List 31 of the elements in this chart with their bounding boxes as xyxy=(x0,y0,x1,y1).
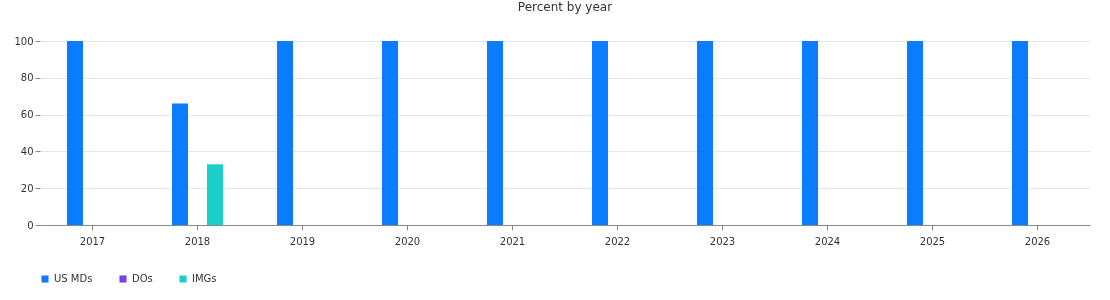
bar xyxy=(207,164,223,225)
x-tick-label: 2026 xyxy=(1024,235,1051,247)
y-tick-label: 0 xyxy=(27,219,34,231)
x-tick-label: 2018 xyxy=(184,235,211,247)
bar xyxy=(802,41,818,225)
legend-label: DOs xyxy=(132,273,153,284)
bar xyxy=(172,103,188,225)
y-tick-label: 20 xyxy=(20,182,34,194)
y-tick-label: 40 xyxy=(20,145,34,157)
x-tick-label: 2019 xyxy=(289,235,316,247)
x-tick-label: 2017 xyxy=(79,235,106,247)
legend-label: IMGs xyxy=(192,273,217,284)
x-tick-label: 2021 xyxy=(499,235,526,247)
y-tick-label: 80 xyxy=(20,72,34,84)
bar xyxy=(907,41,923,225)
y-tick-label: 100 xyxy=(14,35,34,47)
bar xyxy=(67,41,83,225)
chart-title: Percent by year xyxy=(517,0,613,14)
bar xyxy=(277,41,293,225)
x-tick-label: 2022 xyxy=(604,235,631,247)
x-tick-label: 2023 xyxy=(709,235,736,247)
x-tick-label: 2025 xyxy=(919,235,946,247)
bar xyxy=(1012,41,1028,225)
bar xyxy=(697,41,713,225)
bar xyxy=(592,41,608,225)
x-tick-label: 2020 xyxy=(394,235,421,247)
x-tick-label: 2024 xyxy=(814,235,841,247)
bar xyxy=(382,41,398,225)
y-tick-label: 60 xyxy=(20,109,34,121)
legend-label: US MDs xyxy=(54,273,93,284)
bar xyxy=(487,41,503,225)
